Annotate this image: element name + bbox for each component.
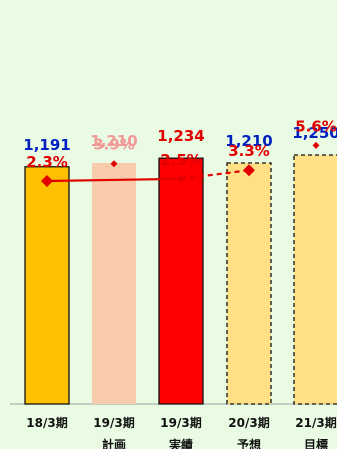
line-point-0: [41, 175, 53, 187]
line-point-label-4: 5.6%: [295, 117, 337, 135]
bar-2: [158, 157, 204, 405]
line-point-label-2: 2.5%: [160, 151, 202, 169]
bar-value-label-4: 1,250: [292, 124, 337, 142]
bar-1: [92, 162, 136, 404]
bar-4: [293, 154, 337, 405]
category-sublabel-1: 計画: [102, 437, 126, 449]
bar-3: [226, 162, 272, 405]
line-point-1: [110, 160, 118, 168]
category-label-2: 19/3期: [160, 415, 201, 430]
category-sublabel-2: 実績: [169, 437, 193, 449]
line-segment-actual: [46, 177, 182, 183]
bar-value-label-0: 1,191: [23, 136, 70, 154]
category-sublabel-4: 目標: [304, 437, 328, 449]
category-label-0: 18/3期: [26, 415, 67, 430]
line-point-2: [177, 175, 185, 183]
line-point-label-0: 2.3%: [26, 153, 68, 171]
line-point-label-3: 3.3%: [228, 142, 270, 160]
category-label-3: 20/3期: [228, 415, 269, 430]
bar-value-label-2: 1,234: [157, 127, 204, 145]
line-point-4: [312, 141, 320, 149]
line-segment-forecast: [180, 169, 250, 180]
category-label-4: 21/3期: [295, 415, 336, 430]
bar-0: [24, 166, 70, 405]
line-point-label-1: 3.9%: [93, 136, 135, 154]
bar-value-label-1: 1,210: [90, 132, 137, 150]
category-label-1: 19/3期: [93, 415, 134, 430]
category-sublabel-3: 予想: [237, 437, 261, 449]
line-point-3: [243, 164, 255, 177]
bar-value-label-3: 1,210: [225, 132, 272, 150]
